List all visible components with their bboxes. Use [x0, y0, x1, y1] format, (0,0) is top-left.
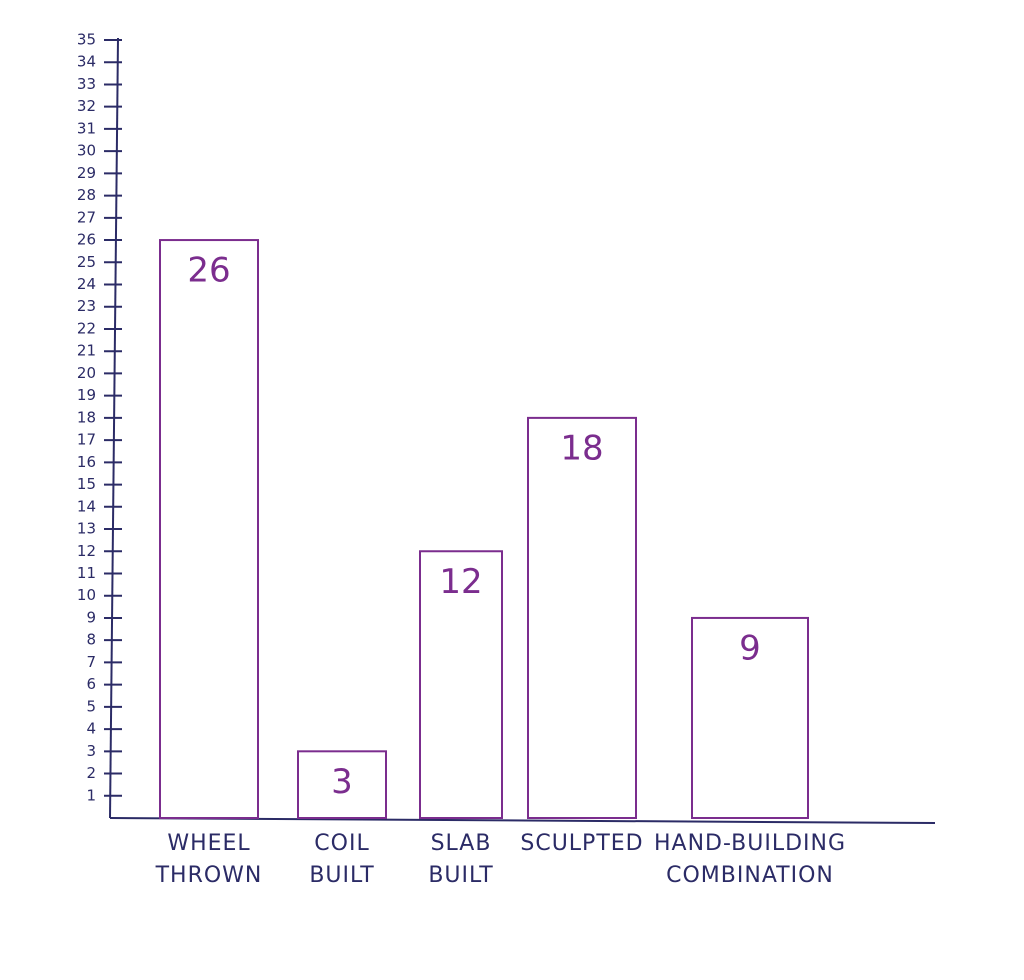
y-tick-label: 28: [77, 186, 96, 204]
y-tick-label: 10: [77, 586, 96, 604]
y-tick-label: 11: [77, 564, 96, 582]
y-tick-label: 16: [77, 453, 96, 471]
y-tick-label: 29: [77, 164, 96, 182]
y-tick-label: 32: [77, 97, 96, 115]
x-tick-label: SLAB BUILT: [428, 831, 494, 888]
y-tick-label: 15: [77, 475, 96, 493]
y-tick-label: 17: [77, 431, 96, 449]
y-tick-label: 13: [77, 520, 96, 538]
y-tick-label: 19: [77, 386, 96, 404]
y-tick-label: 18: [77, 408, 96, 426]
y-tick-label: 14: [77, 497, 96, 515]
data-label: 18: [560, 428, 603, 468]
y-tick-label: 26: [77, 231, 96, 249]
y-tick-label: 6: [86, 675, 96, 693]
y-tick-label: 22: [77, 319, 96, 337]
y-tick-label: 24: [77, 275, 96, 293]
bar: [527, 416, 637, 819]
y-tick-label: 12: [77, 542, 96, 560]
x-tick-label: COIL BUILT: [309, 831, 375, 888]
data-label: 3: [331, 762, 353, 802]
bar: [691, 616, 809, 820]
y-tick-label: 3: [86, 742, 96, 760]
x-tick-label: HAND-BUILDING COMBINATION: [653, 831, 847, 888]
y-tick-label: 5: [86, 697, 96, 715]
y-tick-label: 2: [86, 764, 96, 782]
bar: [419, 550, 503, 819]
data-label: 9: [739, 628, 761, 668]
y-tick-label: 23: [77, 297, 96, 315]
y-tick-label: 20: [77, 364, 96, 382]
y-tick-label: 30: [77, 142, 96, 160]
y-tick-label: 1: [86, 786, 96, 804]
x-tick-label: SCULPTED: [520, 831, 644, 856]
y-tick-label: 31: [77, 119, 96, 137]
y-tick-label: 27: [77, 208, 96, 226]
data-label: 12: [439, 562, 482, 602]
y-tick-label: 4: [86, 720, 96, 738]
y-tick-label: 34: [77, 53, 96, 71]
y-tick-label: 25: [77, 253, 96, 271]
x-tick-label: WHEEL THROWN: [155, 831, 263, 888]
bar: [159, 239, 259, 820]
y-tick-label: 21: [77, 342, 96, 360]
y-tick-label: 9: [86, 608, 96, 626]
bar: [297, 750, 387, 819]
y-axis: [109, 37, 119, 819]
data-label: 26: [187, 251, 230, 291]
y-tick-label: 35: [77, 31, 96, 49]
y-tick-label: 7: [86, 653, 96, 671]
y-tick-label: 33: [77, 75, 96, 93]
y-tick-label: 8: [86, 631, 96, 649]
